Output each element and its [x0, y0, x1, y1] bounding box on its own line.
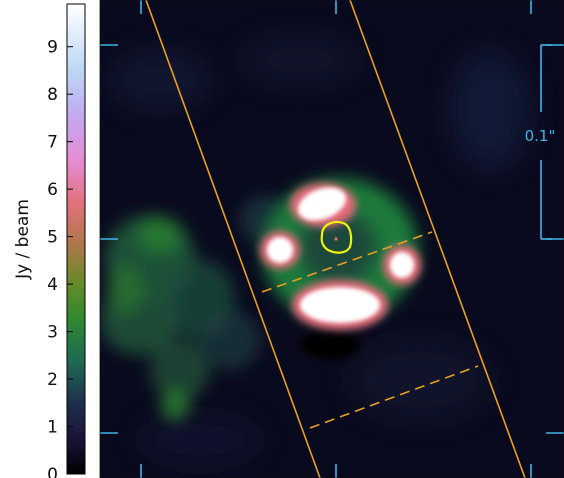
slit-edge-left	[145, 0, 321, 478]
scalebar	[540, 44, 552, 240]
background-noise	[110, 35, 530, 465]
colorbar-tick-label: 7	[47, 133, 58, 153]
colorbar-gradient	[66, 3, 86, 475]
colorbar: 0 1 2 3 4 5 6 7 8 9 Jy / beam	[13, 3, 86, 478]
colorbar-tick-label: 0	[47, 465, 58, 478]
colorbar-tick-label: 3	[47, 323, 58, 343]
image-frame	[99, 0, 564, 478]
dark-region	[300, 331, 360, 359]
bright-clumps	[260, 183, 421, 330]
slit-marker-upper	[261, 231, 433, 293]
slit-edge-right	[349, 0, 526, 478]
colorbar-tick-label: 6	[47, 180, 58, 200]
colorbar-tick-label: 9	[47, 38, 58, 58]
colorbar-tick-label: 5	[47, 228, 58, 248]
center-marker	[334, 237, 338, 241]
colorbar-ticks: 0 1 2 3 4 5 6 7 8 9	[47, 38, 73, 478]
contour	[320, 220, 353, 254]
colorbar-tick-label: 1	[47, 418, 58, 438]
colorbar-tick-label: 8	[47, 85, 58, 105]
colorbar-tick-label: 2	[47, 370, 58, 390]
colorbar-label: Jy / beam	[13, 199, 33, 280]
slit	[145, 0, 526, 478]
image-panel: 0.1"	[100, 0, 564, 478]
slit-marker-lower	[309, 365, 479, 429]
scalebar-label: 0.1"	[525, 127, 556, 145]
colorbar-tick-label: 4	[47, 275, 58, 295]
